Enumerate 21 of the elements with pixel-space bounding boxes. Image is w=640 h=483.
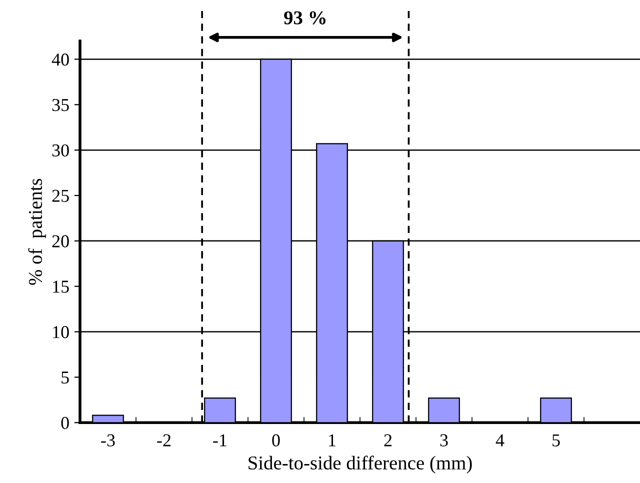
y-axis-title: % of patients	[28, 178, 46, 285]
x-tick-label: -3	[101, 434, 115, 446]
y-tick-label: 25	[52, 190, 69, 202]
y-tick-label: 15	[53, 280, 69, 293]
x-tick-label: 1	[329, 434, 336, 446]
x-tick-label: 5	[552, 434, 560, 446]
y-tick-label: 40	[52, 53, 69, 66]
y-tick-label: 35	[52, 98, 69, 112]
x-tick-label: 4	[496, 434, 504, 446]
y-tick-label: 30	[52, 144, 69, 157]
text: 93 %	[284, 11, 326, 24]
x-tick-label: 2	[384, 434, 392, 446]
y-tick-label: 0	[61, 416, 69, 430]
x-tick-label: 3	[440, 434, 448, 446]
y-tick-label: 5	[62, 372, 69, 384]
y-tick-label: 10	[53, 326, 69, 338]
y-tick-label: 20	[52, 235, 69, 248]
x-tick-label: -2	[157, 434, 171, 446]
x-tick-label: 0	[272, 434, 280, 446]
x-axis-title: Side-to-side difference (mm)	[248, 456, 472, 474]
x-tick-label: -1	[213, 434, 226, 446]
